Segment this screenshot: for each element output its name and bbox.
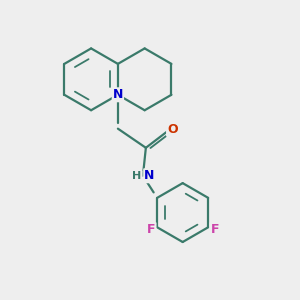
Text: F: F	[147, 223, 155, 236]
Text: O: O	[167, 123, 178, 136]
Text: H: H	[132, 171, 142, 182]
Text: N: N	[144, 169, 154, 182]
Text: F: F	[210, 223, 219, 236]
Text: N: N	[113, 88, 123, 101]
